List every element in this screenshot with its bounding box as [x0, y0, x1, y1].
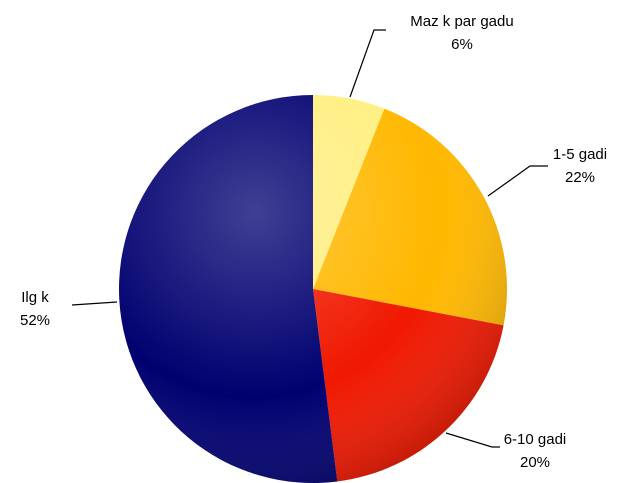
leader-line	[349, 29, 386, 98]
slice-label: 6-10 gadi	[504, 431, 567, 448]
slice-value-label: 20%	[520, 454, 550, 471]
leader-line	[445, 432, 500, 448]
slice-label: 1-5 gadi	[553, 146, 607, 163]
pie-slice	[118, 95, 338, 483]
slice-label: Maz k par gadu	[410, 13, 513, 30]
slice-value-label: 22%	[565, 169, 595, 186]
leader-line	[487, 165, 548, 197]
leader-line	[71, 301, 118, 306]
slice-value-label: 52%	[20, 312, 50, 329]
slice-label: Ilg k	[21, 289, 49, 306]
slice-value-label: 6%	[451, 36, 473, 53]
